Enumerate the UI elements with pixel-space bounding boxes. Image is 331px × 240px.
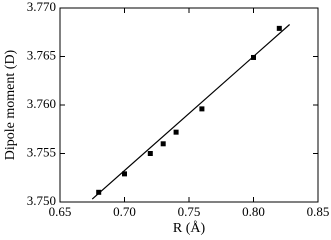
y-tick-label: 3.765 — [27, 47, 56, 62]
x-tick-label: 0.85 — [307, 204, 330, 219]
data-point — [160, 141, 166, 147]
x-tick-label: 0.70 — [113, 204, 136, 219]
fit-line — [91, 24, 291, 200]
data-point — [251, 54, 256, 60]
y-tick-label: 3.770 — [27, 0, 56, 14]
data-point — [122, 171, 127, 177]
data-point — [147, 151, 153, 156]
x-tick-label: 0.75 — [178, 204, 201, 219]
y-tick-label: 3.750 — [27, 193, 56, 208]
y-tick-label: 3.755 — [27, 144, 56, 159]
data-point — [96, 189, 102, 195]
data-point — [173, 129, 179, 135]
data-point — [276, 25, 282, 31]
plot-frame — [59, 7, 319, 203]
y-axis-label: Dipole moment (D) — [3, 49, 18, 160]
x-tick-label: 0.80 — [242, 204, 265, 219]
data-point — [199, 106, 205, 112]
x-tick-label: 0.65 — [49, 204, 72, 219]
y-tick-label: 3.760 — [27, 96, 56, 111]
x-axis-label: R (Å) — [173, 220, 206, 236]
